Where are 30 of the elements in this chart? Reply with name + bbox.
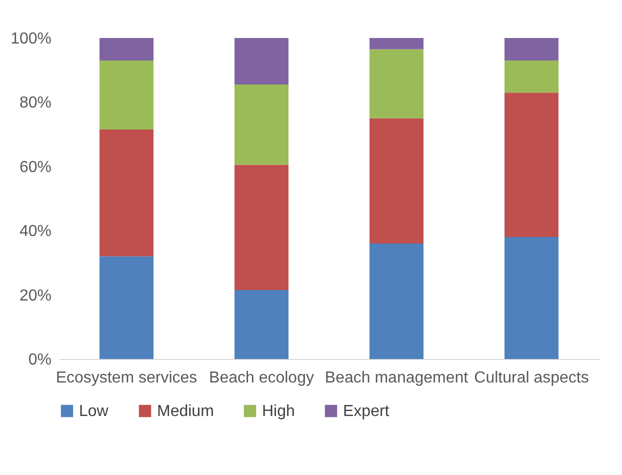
bar [370,118,424,244]
y-tick-label: 20% [19,287,52,304]
y-tick-label: 0% [28,352,52,368]
bar [504,92,558,238]
bar [234,164,288,290]
legend-label: High [262,403,295,420]
bar [370,38,424,50]
bar [100,256,154,359]
y-tick-label: 40% [19,223,52,240]
x-tick-label: Cultural aspects [474,370,589,386]
bar [370,243,424,359]
legend-label: Expert [343,403,390,420]
legend-label: Medium [157,403,214,420]
legend-label: Low [79,403,109,420]
y-tick-label: 80% [19,94,52,112]
bar [504,237,558,359]
bar [504,60,558,93]
y-tick-label: 100% [10,30,52,48]
x-tick-label: Beach ecology [209,370,314,386]
y-tick-label: 60% [19,158,52,176]
bar [100,129,154,256]
bar [370,49,424,118]
x-tick-label: Beach management [324,370,469,386]
bar [504,38,558,60]
bar [100,38,154,60]
bar [234,84,288,165]
bar [100,60,154,130]
bar [234,38,288,85]
x-tick-label: Ecosystem services [56,370,198,386]
bar [234,290,288,359]
